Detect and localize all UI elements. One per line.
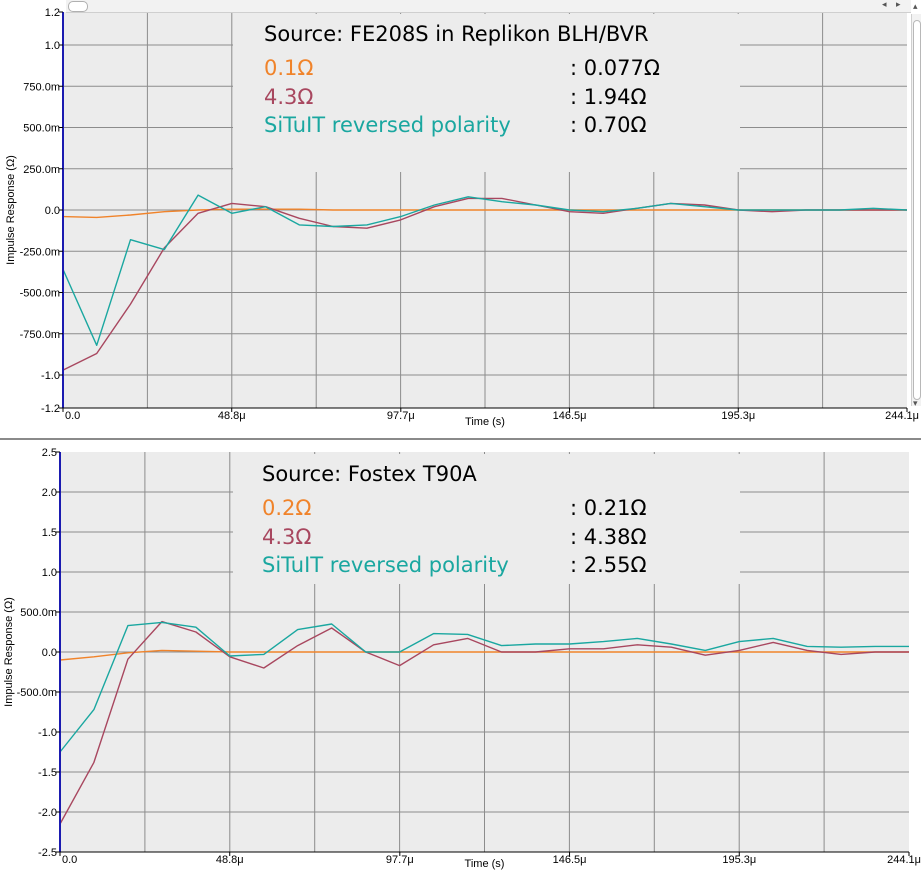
series-line-1 — [62, 197, 907, 371]
x-tick-label: 195.3μ — [721, 410, 755, 422]
legend-box — [233, 14, 740, 172]
y-tick-label: 750.0m — [23, 81, 60, 93]
legend-label: 0.1Ω — [264, 56, 313, 80]
x-tick-label: 0.0 — [62, 854, 77, 866]
x-tick-label: 97.7μ — [387, 410, 415, 422]
impulse-chart-top: Source: FE208S in Replikon BLH/BVR 0.1Ω : … — [5, 7, 919, 428]
y-tick-label: 2.5 — [42, 447, 57, 459]
legend-value: : 0.70Ω — [570, 113, 647, 137]
series-line-2 — [62, 194, 908, 346]
x-tick-label: 244.1μ — [887, 854, 921, 866]
vertical-scroll-thumb[interactable] — [913, 20, 921, 400]
horizontal-scrollbar[interactable]: ◂ ▸ — [66, 0, 911, 13]
y-axis-label: Impulse Response (Ω) — [5, 155, 17, 265]
legend-box — [233, 454, 740, 584]
y-tick-label: -1.5 — [38, 767, 57, 779]
series-line-1 — [59, 620, 909, 825]
y-tick-label: 1.2 — [45, 7, 60, 19]
x-tick-label: 0.0 — [65, 410, 80, 422]
legend-label: SiTuIT reversed polarity — [262, 553, 509, 577]
impulse-chart-bottom: Source: Fostex T90A 0.2Ω : 0.21Ω 4.3Ω : 4.38… — [3, 447, 921, 870]
scroll-up-arrow-icon[interactable]: ▴ — [913, 2, 918, 12]
y-tick-label: 1.0 — [42, 567, 57, 579]
y-tick-label: -500.0m — [20, 288, 60, 300]
legend-value: : 0.077Ω — [570, 56, 660, 80]
x-tick-label: 48.8μ — [218, 410, 246, 422]
vertical-scrollbar[interactable]: ▴ ▾ — [911, 2, 921, 409]
y-tick-label: -1.0 — [41, 370, 60, 382]
legend-label: SiTuIT reversed polarity — [264, 113, 511, 137]
chart-title: Source: Fostex T90A — [262, 462, 477, 486]
y-tick-label: -2.5 — [38, 847, 57, 859]
y-tick-label: 2.0 — [42, 487, 57, 499]
legend-value: : 0.21Ω — [570, 496, 647, 520]
y-tick-label: 250.0m — [23, 164, 60, 176]
y-tick-label: -750.0m — [20, 329, 60, 341]
y-tick-label: -1.0 — [38, 727, 57, 739]
y-tick-label: 0.0 — [45, 205, 60, 217]
y-axis-label: Impulse Response (Ω) — [3, 597, 15, 707]
scroll-right-arrow-icon[interactable]: ▸ — [896, 0, 901, 10]
scroll-down-arrow-icon[interactable]: ▾ — [913, 399, 918, 409]
x-tick-label: 244.1μ — [885, 410, 919, 422]
series-line-2 — [59, 621, 909, 753]
chart-panel-bottom: Source: Fostex T90A 0.2Ω : 0.21Ω 4.3Ω : 4.38… — [0, 440, 921, 884]
legend-label: 4.3Ω — [262, 525, 311, 549]
y-tick-label: -500.0m — [17, 687, 57, 699]
x-tick-label: 195.3μ — [722, 854, 756, 866]
panel-divider — [0, 438, 921, 440]
y-tick-label: 500.0m — [20, 607, 57, 619]
legend-label: 4.3Ω — [264, 85, 313, 109]
y-tick-label: -1.2 — [41, 403, 60, 415]
chart-panel-top: Source: FE208S in Replikon BLH/BVR 0.1Ω : … — [0, 0, 921, 440]
y-tick-label: -250.0m — [20, 246, 60, 258]
x-tick-label: 97.7μ — [386, 854, 414, 866]
x-tick-label: 146.5μ — [553, 854, 587, 866]
y-tick-label: 500.0m — [23, 123, 60, 135]
horizontal-scroll-thumb[interactable] — [68, 1, 88, 12]
chart-title: Source: FE208S in Replikon BLH/BVR — [264, 22, 649, 46]
legend-value: : 2.55Ω — [570, 553, 647, 577]
legend-value: : 4.38Ω — [570, 525, 647, 549]
series-line-0 — [59, 649, 909, 661]
y-tick-label: 0.0 — [42, 647, 57, 659]
y-tick-label: -2.0 — [38, 807, 57, 819]
x-axis-label: Time (s) — [465, 858, 505, 870]
legend-value: : 1.94Ω — [570, 85, 647, 109]
y-tick-label: 1.5 — [42, 527, 57, 539]
y-tick-label: 1.0 — [45, 40, 60, 52]
scroll-left-arrow-icon[interactable]: ◂ — [882, 0, 887, 10]
legend-label: 0.2Ω — [262, 496, 311, 520]
x-tick-label: 146.5μ — [553, 410, 587, 422]
x-axis-label: Time (s) — [465, 416, 505, 428]
x-tick-label: 48.8μ — [216, 854, 244, 866]
